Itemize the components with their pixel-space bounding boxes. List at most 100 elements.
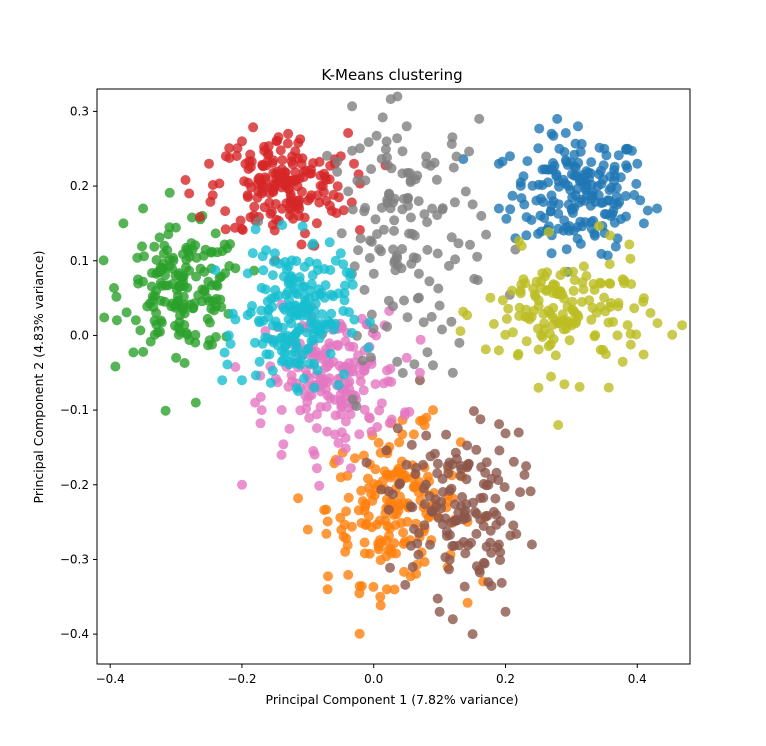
cluster-2-point (174, 317, 185, 328)
cluster-1-point (394, 437, 405, 448)
cluster-8-point (488, 319, 499, 329)
cluster-8-point (507, 327, 518, 338)
cluster-1-point (462, 597, 473, 608)
cluster-0-point (594, 142, 605, 153)
cluster-8-point (521, 336, 532, 347)
cluster-5-point (406, 540, 416, 551)
cluster-8-point (493, 345, 504, 356)
cluster-8-point (564, 335, 575, 346)
cluster-6-point (311, 463, 322, 474)
cluster-3-point (287, 159, 298, 170)
cluster-2-point (135, 325, 146, 336)
cluster-0-point (621, 143, 632, 154)
cluster-7-point (448, 162, 459, 173)
cluster-6-point (333, 455, 344, 466)
cluster-8-point (613, 298, 624, 308)
cluster-2-point (155, 326, 165, 337)
cluster-2-point (220, 268, 231, 279)
cluster-5-point (395, 478, 405, 489)
cluster-2-point (138, 346, 149, 357)
cluster-3-point (283, 128, 294, 139)
cluster-0-point (575, 216, 586, 227)
cluster-7-point (428, 360, 438, 371)
cluster-6-point (333, 438, 344, 448)
cluster-5-point (407, 562, 418, 572)
cluster-2-point (98, 255, 109, 266)
cluster-0-point (602, 250, 613, 261)
cluster-2-point (212, 280, 223, 291)
cluster-7-point (332, 166, 343, 177)
cluster-7-point (363, 137, 374, 148)
cluster-9-point (242, 268, 253, 279)
cluster-3-point (349, 158, 359, 169)
cluster-9-point (341, 267, 352, 278)
cluster-9-point (256, 282, 267, 293)
cluster-2-point (173, 329, 184, 340)
cluster-2-point (182, 282, 193, 293)
cluster-0-point (621, 160, 632, 171)
cluster-7-point (450, 254, 461, 265)
cluster-0-point (579, 182, 590, 193)
cluster-9-point (282, 286, 293, 297)
cluster-5-point (476, 462, 487, 473)
cluster-8-point (574, 381, 585, 392)
cluster-7-point (343, 186, 354, 197)
cluster-8-point (548, 302, 559, 313)
cluster-7-point (392, 133, 403, 144)
cluster-1-point (375, 591, 386, 602)
y-axis-ticks: −0.4 −0.3 −0.2 −0.1 0.0 0.1 0.2 0.3 (60, 104, 97, 641)
cluster-7-point (408, 252, 419, 263)
cluster-6-point (276, 405, 287, 415)
cluster-3-point (275, 145, 286, 156)
cluster-8-point (617, 274, 628, 285)
cluster-7-point (397, 168, 408, 179)
cluster-6-point (343, 358, 354, 369)
cluster-0-point (535, 210, 546, 221)
cluster-2-point (181, 327, 192, 338)
cluster-5-point (525, 486, 536, 497)
cluster-9-point (300, 295, 311, 306)
y-axis-label: Principal Component 2 (4.83% variance) (31, 251, 46, 504)
cluster-7-point (431, 174, 442, 185)
cluster-9-point (330, 255, 341, 266)
cluster-8-point (625, 339, 636, 350)
cluster-3-point (248, 122, 259, 133)
cluster-2-point (158, 258, 169, 269)
cluster-3-point (315, 180, 326, 191)
cluster-1-point (428, 405, 438, 416)
cluster-8-point (586, 314, 597, 325)
cluster-6-point (340, 433, 351, 443)
cluster-5-point (427, 506, 438, 517)
cluster-0-point (596, 198, 607, 208)
y-tick-label: −0.1 (60, 403, 89, 417)
cluster-8-point (513, 348, 524, 359)
cluster-5-point (455, 460, 466, 471)
cluster-1-point (377, 476, 388, 487)
cluster-0-point (540, 164, 550, 175)
cluster-2-point (191, 271, 202, 282)
cluster-8-point (485, 292, 496, 303)
cluster-6-point (301, 403, 312, 414)
cluster-0-point (642, 205, 653, 216)
y-tick-label: 0.0 (70, 328, 89, 342)
cluster-1-point (369, 490, 380, 501)
cluster-5-point (508, 520, 519, 531)
points-layer (98, 91, 688, 640)
cluster-9-point (272, 340, 283, 351)
cluster-6-point (370, 379, 381, 390)
cluster-6-point (415, 334, 426, 345)
cluster-8-point (605, 301, 616, 312)
cluster-5-point (418, 483, 429, 494)
cluster-9-point (219, 347, 230, 358)
cluster-7-point (401, 121, 412, 132)
cluster-9-point (365, 317, 375, 328)
cluster-9-point (210, 265, 221, 276)
cluster-2-point (168, 255, 179, 266)
cluster-0-point (546, 190, 557, 201)
cluster-8-point (626, 279, 637, 290)
cluster-0-point (573, 121, 583, 132)
cluster-1-point (385, 543, 396, 554)
cluster-9-point (290, 288, 301, 298)
cluster-7-point (453, 238, 464, 249)
